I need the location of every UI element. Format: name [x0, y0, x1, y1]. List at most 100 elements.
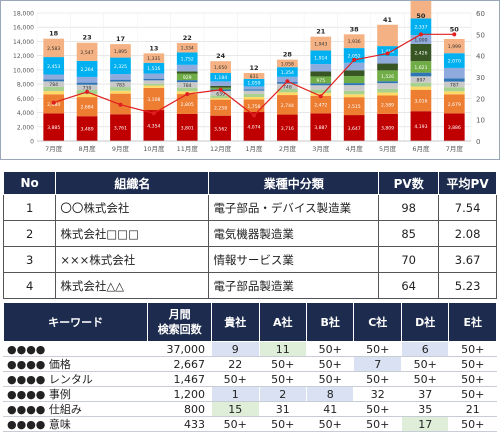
rank-d: 35 [400, 401, 450, 417]
col-ours: 貴社 [211, 302, 260, 342]
bar-segment [76, 97, 98, 117]
bar-segment [210, 95, 231, 99]
rank-ours: 15 [211, 401, 260, 417]
bar-data-label: 1,914 [314, 55, 327, 61]
bar-segment [110, 57, 131, 75]
bar-data-label: 4,354 [147, 124, 160, 130]
bar-segment [377, 46, 398, 57]
bar-segment [243, 72, 265, 79]
bar-segment [443, 78, 465, 82]
bar-segment [110, 81, 131, 88]
bar-segment [143, 83, 165, 86]
bar-data-label: 739 [83, 85, 92, 91]
rank-d: 6 [400, 341, 450, 357]
table-row: ●●●● 事例 1,200 1 2 8 32 37 50+ [2, 386, 497, 402]
rank-ours: 9 [211, 341, 260, 357]
org-name: 〇〇株式会社 [55, 194, 210, 221]
row-no: 3 [2, 246, 57, 273]
rank-c: 50+ [353, 401, 402, 417]
bar-data-label: 3,016 [414, 98, 427, 104]
bar-segment [176, 73, 198, 81]
rank-b: 50+ [305, 371, 355, 387]
x-tick-label: 6月度 [412, 144, 430, 153]
line-data-label: 21 [316, 28, 326, 36]
y-tick-label: 8,000 [17, 82, 34, 89]
col-org-name: 組織名 [55, 171, 210, 195]
table-row: 2 株式会社□□□ 電気機器製造業 85 2.08 [2, 220, 497, 247]
table-row: ●●●● 意味 433 50+ 50+ 50+ 50+ 17 50+ [2, 416, 497, 432]
bar-data-label: 2,264 [80, 67, 93, 73]
industry: 電気機器製造業 [208, 220, 380, 247]
bar-segment [143, 78, 165, 81]
bar-data-label: 3,647 [348, 126, 361, 132]
table-row: ●●●● レンタル 1,467 50+ 50+ 50+ 50+ 50+ 50+ [2, 371, 497, 387]
keyword-ranking-table: キーワード 月間 検索回数 貴社 A社 B社 C社 D社 E社 ●●●● 37,00… [2, 302, 497, 432]
bar-segment [410, 89, 432, 112]
y2-tick-label: 0 [476, 138, 480, 146]
org-table-header: No 組織名 業種中分類 PV数 平均PV [2, 171, 497, 195]
rank-a: 50+ [258, 356, 308, 372]
y2-tick-label: 40 [476, 53, 485, 61]
y-tick-label: 6,000 [17, 96, 34, 103]
bar-segment [176, 80, 198, 83]
bar-segment [210, 99, 231, 116]
bar-data-label: 784 [183, 83, 192, 89]
y2-tick-label: 10 [476, 117, 485, 125]
line-data-label: 50 [416, 12, 426, 20]
y2-tick-label: 60 [476, 10, 485, 18]
x-tick-label: 3月度 [312, 144, 330, 153]
bar-data-label: 975 [316, 78, 325, 84]
bar-segment [76, 60, 98, 77]
bar-segment [110, 44, 131, 58]
industry: 電子部品・デバイス製造業 [208, 194, 380, 221]
bar-segment [176, 94, 198, 114]
rank-d: 50+ [400, 356, 450, 372]
bar-segment [310, 85, 332, 90]
bar-segment [410, 82, 432, 87]
bar-segment [243, 99, 265, 113]
bar-data-label: 2,426 [414, 50, 427, 56]
bar-segment [377, 56, 398, 64]
table-row: 4 株式会社△△ 電子部品製造業 64 5.23 [2, 272, 497, 299]
bar-segment [443, 87, 465, 92]
table-row: ●●●● 仕組み 800 15 31 41 50+ 35 21 [2, 401, 497, 417]
avg-pv: 2.08 [438, 220, 497, 247]
y2-tick-label: 30 [476, 74, 485, 82]
bar-segment [210, 90, 231, 96]
bar-segment [277, 114, 298, 141]
monthly-searches: 1,467 [147, 371, 213, 387]
bar-segment [143, 62, 165, 74]
col-company-e: E社 [448, 302, 497, 342]
bar-segment [343, 75, 365, 84]
bar-segment [443, 67, 465, 79]
bar-data-label: 4,193 [414, 124, 427, 130]
bar-data-label: 1,334 [181, 46, 194, 52]
col-monthly-searches: 月間 検索回数 [147, 302, 213, 342]
rank-a: 50+ [258, 371, 308, 387]
bar-segment [43, 74, 65, 80]
bar-data-label: 1,058 [281, 61, 294, 67]
rank-b: 50+ [305, 416, 355, 432]
bar-data-label: 1,752 [181, 57, 194, 63]
bar-segment [443, 81, 465, 88]
trend-point [151, 111, 156, 116]
bar-segment [410, 111, 432, 141]
bar-segment [176, 52, 198, 65]
bar-data-label: 831 [250, 74, 259, 80]
bar-segment [410, 1, 432, 19]
line-data-label: 24 [216, 52, 226, 60]
bar-segment [343, 97, 365, 116]
x-tick-label: 12月度 [210, 144, 232, 153]
table-row: 3 ×××株式会社 情報サービス業 70 3.67 [2, 246, 497, 273]
avg-pv: 3.67 [438, 246, 497, 273]
bar-segment [110, 79, 131, 82]
rank-d: 50+ [400, 371, 450, 387]
bar-segment [76, 94, 98, 98]
bar-data-label: 2,744 [281, 103, 294, 109]
rank-c: 50+ [353, 416, 402, 432]
bar-segment [176, 82, 198, 88]
bar-data-label: 1,000 [414, 37, 427, 43]
bar-segment [443, 113, 465, 141]
line-data-label: 50 [450, 25, 460, 33]
bar-segment [176, 87, 198, 92]
